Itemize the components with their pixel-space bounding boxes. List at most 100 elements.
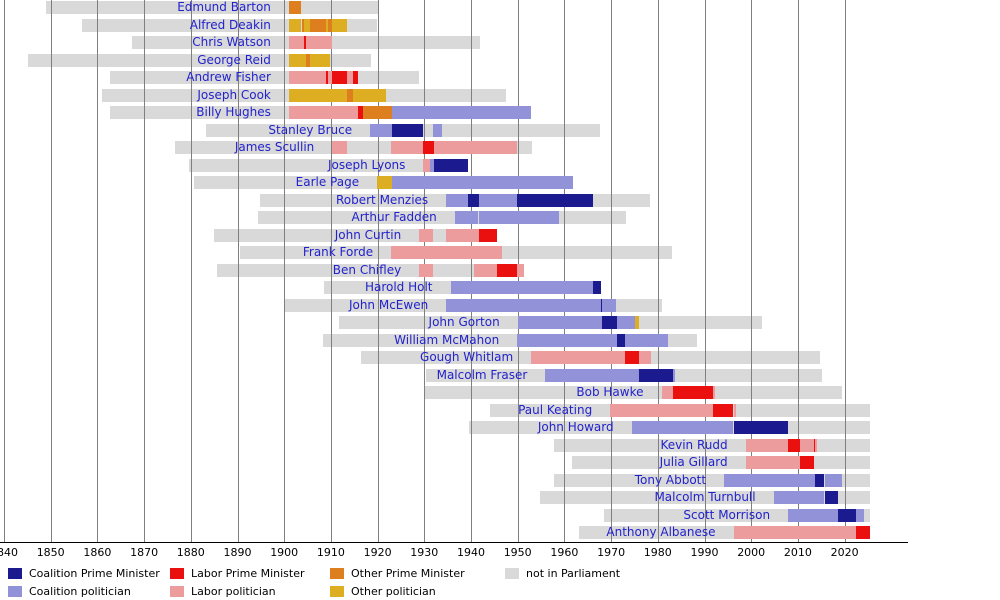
labor-pol-segment (497, 246, 503, 259)
legend-item-labor-pol: Labor politician (170, 585, 330, 598)
pm-name-link[interactable]: Edmund Barton (177, 0, 271, 14)
pm-name-link[interactable]: Alfred Deakin (189, 17, 271, 32)
legend-label: Labor politician (191, 584, 276, 598)
pm-name-link[interactable]: John McEwen (348, 297, 429, 312)
coalition-pol-segment (672, 368, 675, 382)
pm-name-link[interactable]: Billy Hughes (196, 105, 271, 119)
pm-name-link[interactable]: Frank Forde (302, 245, 374, 259)
axis-tick-label: 1840 (0, 546, 18, 559)
axis-tick-label: 2000 (737, 546, 766, 559)
legend-item-none: not in Parliament (505, 567, 735, 580)
legend-label: not in Parliament (526, 566, 621, 580)
labor-pm-segment (304, 36, 307, 49)
pm-name-link[interactable]: Bob Hawke (576, 385, 644, 399)
pm-name-link[interactable]: Malcolm Fraser (436, 367, 528, 382)
axis-tick-label: 1850 (36, 546, 65, 559)
legend-item-other-pm: Other Prime Minister (330, 567, 505, 580)
pm-name-link[interactable]: Joseph Cook (197, 87, 271, 102)
labor-pm-segment (800, 456, 815, 469)
decade-gridline (844, 0, 846, 542)
axis-tick-label: 1870 (130, 546, 159, 559)
decade-gridline (237, 0, 239, 542)
coalition-pol-segment (855, 508, 865, 522)
pm-name-link[interactable]: Ben Chifley (332, 262, 402, 277)
pm-name-link[interactable]: Harold Holt (364, 280, 433, 294)
axis-tick-label: 1960 (550, 546, 579, 559)
other-pm-segment (363, 106, 393, 119)
axis-tick-label: 1990 (690, 546, 719, 559)
pm-name-link[interactable]: Andrew Fisher (186, 70, 271, 84)
decade-gridline (797, 0, 799, 542)
pm-name-link[interactable]: Julia Gillard (659, 455, 728, 469)
pm-name-link[interactable]: Gough Whitlam (420, 350, 514, 364)
other-pol-segment (325, 18, 329, 32)
pm-name-link[interactable]: Earle Page (295, 175, 360, 189)
labor-pol-segment (288, 36, 305, 49)
pm-name-link[interactable]: John Curtin (334, 227, 402, 242)
coalition-pol-segment (392, 106, 531, 119)
legend-swatch-other-pm (330, 567, 344, 579)
pm-name-link[interactable]: George Reid (197, 52, 271, 67)
labor-pol-segment (423, 158, 430, 172)
labor-pol-segment (745, 456, 801, 469)
coalition-pol-segment (631, 421, 734, 434)
coalition-pol-segment (429, 158, 434, 172)
pm-name-link[interactable]: William McMahon (394, 332, 500, 347)
coalition-pol-segment (545, 368, 639, 382)
pm-name-link[interactable]: Anthony Albanese (606, 525, 716, 539)
legend-item-coalition-pm: Coalition Prime Minister (8, 567, 170, 580)
labor-pol-segment (517, 263, 525, 277)
legend-swatch-coalition-pm (8, 567, 22, 579)
pm-name-link[interactable]: James Scullin (234, 140, 315, 154)
coalition-pol-segment (446, 193, 468, 207)
axis-tick-label: 1980 (643, 546, 672, 559)
pm-name-link[interactable]: Arthur Fadden (351, 210, 437, 224)
decade-gridline (657, 0, 659, 542)
labor-pm-segment (672, 386, 714, 399)
coalition-pol-segment (624, 333, 668, 347)
other-pol-segment (332, 18, 347, 32)
pm-name-link[interactable]: John Howard (537, 420, 614, 434)
labor-pol-segment (433, 141, 518, 154)
decade-gridline (50, 0, 52, 542)
axis-tick-label: 1880 (176, 546, 205, 559)
labor-pm-segment (479, 228, 497, 242)
labor-pol-segment (288, 106, 358, 119)
pm-name-link[interactable]: John Gorton (428, 315, 500, 329)
labor-pol-segment (531, 351, 625, 364)
legend-swatch-labor-pm (170, 567, 184, 579)
coalition-pol-segment (392, 176, 468, 189)
legend-label: Labor Prime Minister (191, 566, 305, 580)
pm-name-link[interactable]: Paul Keating (518, 402, 593, 417)
other-pm-segment (309, 18, 326, 32)
legend-label: Other politician (351, 584, 436, 598)
axis-tick-label: 1910 (316, 546, 345, 559)
coalition-pol-segment (788, 508, 839, 522)
decade-gridline (284, 0, 286, 542)
coalition-pol-segment (616, 316, 636, 329)
pm-name-link[interactable]: Robert Menzies (335, 192, 429, 207)
pm-name-link[interactable]: Chris Watson (192, 35, 271, 49)
pm-name-link[interactable]: Scott Morrison (683, 507, 771, 522)
labor-pm-segment (497, 263, 518, 277)
pm-name-link[interactable]: Tony Abbott (634, 472, 707, 487)
labor-pm-segment (788, 438, 801, 452)
coalition-pm-segment (392, 123, 424, 137)
labor-pol-segment (713, 386, 716, 399)
pm-name-link[interactable]: Malcolm Turnbull (654, 490, 756, 504)
labor-pol-segment (474, 263, 498, 277)
coalition-pm-segment (733, 421, 789, 434)
labor-pm-segment (423, 141, 434, 154)
pm-name-link[interactable]: Kevin Rudd (660, 437, 728, 452)
other-pm-segment (305, 53, 310, 67)
lifespan-bar (189, 158, 468, 172)
other-pol-segment (352, 88, 386, 102)
legend-item-coalition-pol: Coalition politician (8, 585, 170, 598)
other-pol-segment (288, 18, 302, 32)
pm-name-link[interactable]: Stanley Bruce (268, 122, 353, 137)
labor-pol-segment (328, 71, 333, 84)
decade-gridline (97, 0, 99, 542)
coalition-pol-segment (602, 298, 617, 312)
pm-name-link[interactable]: Joseph Lyons (327, 157, 406, 172)
